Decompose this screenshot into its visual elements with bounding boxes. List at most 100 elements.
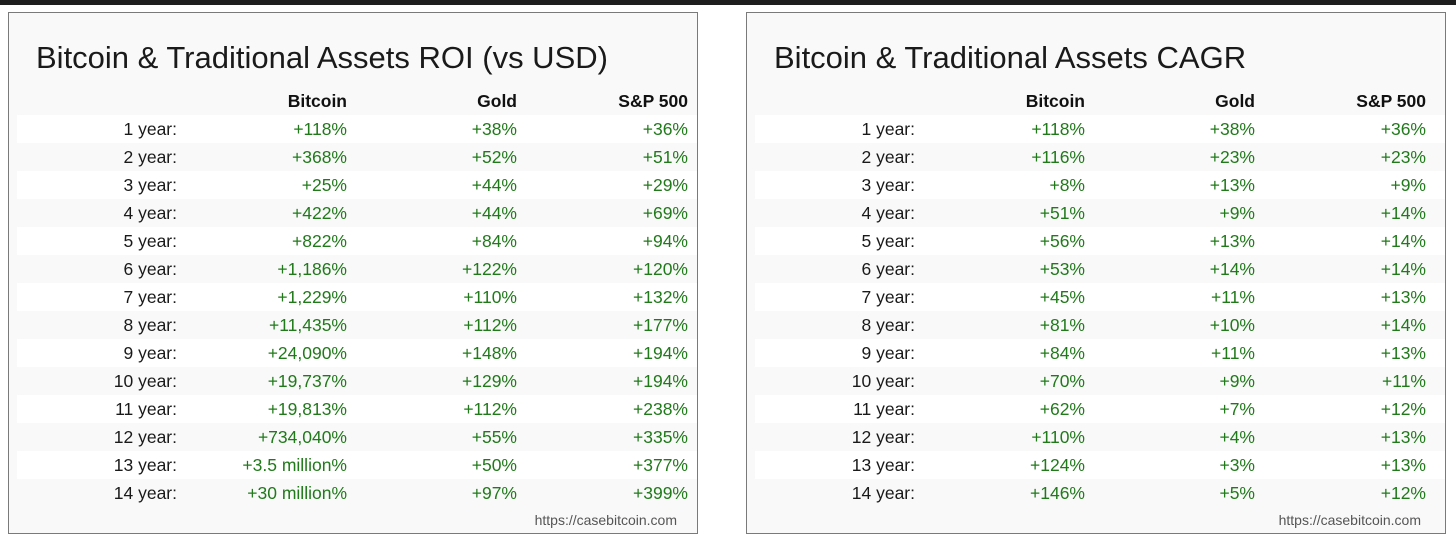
period-label: 13 year: <box>113 455 177 475</box>
table-row: 10 year: +19,737% +129% +194% <box>17 367 697 395</box>
table-row: 2 year: +116% +23% +23% <box>755 143 1445 171</box>
gold-value: +9% <box>1219 371 1255 391</box>
period-label: 8 year: <box>861 315 916 335</box>
bitcoin-value: +110% <box>1031 427 1085 447</box>
table-row: 8 year: +81% +10% +14% <box>755 311 1445 339</box>
table-row: 13 year: +3.5 million% +50% +377% <box>17 451 697 479</box>
cagr-table: Bitcoin Gold S&P 500 1 year: +118% +38% +36% 2 … <box>755 87 1445 507</box>
table-row: 3 year: +25% +44% +29% <box>17 171 697 199</box>
gold-value: +112% <box>463 315 517 335</box>
period-label: 12 year: <box>113 427 177 447</box>
sp500-value: +194% <box>633 343 688 363</box>
table-row: 2 year: +368% +52% +51% <box>17 143 697 171</box>
bitcoin-value: +45% <box>1039 287 1085 307</box>
period-label: 3 year: <box>861 175 916 195</box>
sp500-value: +238% <box>633 399 688 419</box>
sp500-value: +120% <box>633 259 688 279</box>
period-label: 2 year: <box>861 147 916 167</box>
sp500-value: +335% <box>633 427 688 447</box>
gold-value: +38% <box>1209 119 1255 139</box>
sp500-value: +9% <box>1390 175 1426 195</box>
bitcoin-value: +53% <box>1039 259 1085 279</box>
sp500-value: +132% <box>633 287 688 307</box>
roi-table-title: Bitcoin & Traditional Assets ROI (vs USD… <box>36 40 608 75</box>
period-label: 12 year: <box>851 427 915 447</box>
sp500-value: +23% <box>1380 147 1426 167</box>
table-header-row: Bitcoin Gold S&P 500 <box>17 87 697 115</box>
period-label: 10 year: <box>113 371 177 391</box>
gold-value: +5% <box>1219 483 1255 503</box>
sp500-value: +11% <box>1382 371 1426 391</box>
sp500-value: +12% <box>1380 399 1426 419</box>
gold-value: +148% <box>462 343 517 363</box>
top-bar <box>0 0 1456 5</box>
bitcoin-value: +822% <box>292 231 347 251</box>
bitcoin-header: Bitcoin <box>287 91 347 111</box>
period-label: 5 year: <box>123 231 178 251</box>
table-body: 1 year: +118% +38% +36% 2 year: +368% +52% +51%… <box>17 115 697 507</box>
bitcoin-value: +19,813% <box>267 399 347 419</box>
gold-value: +13% <box>1209 175 1255 195</box>
sp500-value: +51% <box>642 147 688 167</box>
period-label: 13 year: <box>851 455 915 475</box>
gold-value: +11% <box>1211 343 1255 363</box>
period-label: 11 year: <box>853 399 915 419</box>
bitcoin-value: +734,040% <box>257 427 347 447</box>
bitcoin-value: +8% <box>1049 175 1085 195</box>
table-row: 5 year: +56% +13% +14% <box>755 227 1445 255</box>
bitcoin-value: +1,229% <box>277 287 347 307</box>
gold-value: +55% <box>471 427 517 447</box>
gold-value: +11% <box>1211 287 1255 307</box>
cagr-source-text: https://casebitcoin.com <box>1278 512 1421 528</box>
period-label: 5 year: <box>861 231 916 251</box>
table-row: 4 year: +422% +44% +69% <box>17 199 697 227</box>
period-label: 1 year: <box>861 119 916 139</box>
roi-table-panel: Bitcoin & Traditional Assets ROI (vs USD… <box>8 12 698 534</box>
sp500-value: +36% <box>1380 119 1426 139</box>
gold-header: Gold <box>1215 91 1255 111</box>
roi-source-text: https://casebitcoin.com <box>534 512 677 528</box>
gold-value: +50% <box>471 455 517 475</box>
period-label: 7 year: <box>861 287 916 307</box>
gold-value: +4% <box>1219 427 1255 447</box>
table-row: 7 year: +1,229% +110% +132% <box>17 283 697 311</box>
table-body: 1 year: +118% +38% +36% 2 year: +116% +23% +23%… <box>755 115 1445 507</box>
bitcoin-value: +422% <box>292 203 347 223</box>
gold-value: +44% <box>471 175 517 195</box>
bitcoin-value: +1,186% <box>277 259 347 279</box>
gold-value: +122% <box>462 259 517 279</box>
table-row: 7 year: +45% +11% +13% <box>755 283 1445 311</box>
table-header-row: Bitcoin Gold S&P 500 <box>755 87 1445 115</box>
bitcoin-value: +118% <box>293 119 347 139</box>
sp500-value: +13% <box>1380 455 1426 475</box>
table-row: 4 year: +51% +9% +14% <box>755 199 1445 227</box>
gold-value: +52% <box>471 147 517 167</box>
bitcoin-value: +124% <box>1030 455 1085 475</box>
roi-table: Bitcoin Gold S&P 500 1 year: +118% +38% +36% 2 … <box>17 87 697 507</box>
table-row: 11 year: +19,813% +112% +238% <box>17 395 697 423</box>
bitcoin-value: +30 million% <box>247 483 347 503</box>
bitcoin-value: +51% <box>1039 203 1085 223</box>
table-row: 12 year: +734,040% +55% +335% <box>17 423 697 451</box>
sp500-value: +14% <box>1380 315 1426 335</box>
period-label: 6 year: <box>861 259 916 279</box>
table-row: 5 year: +822% +84% +94% <box>17 227 697 255</box>
bitcoin-value: +116% <box>1031 147 1085 167</box>
gold-value: +9% <box>1219 203 1255 223</box>
period-label: 4 year: <box>123 203 178 223</box>
sp500-value: +36% <box>642 119 688 139</box>
period-label: 6 year: <box>123 259 178 279</box>
table-row: 13 year: +124% +3% +13% <box>755 451 1445 479</box>
sp500-value: +177% <box>633 315 688 335</box>
period-label: 7 year: <box>123 287 178 307</box>
bitcoin-value: +25% <box>301 175 347 195</box>
table-row: 8 year: +11,435% +112% +177% <box>17 311 697 339</box>
table-row: 6 year: +53% +14% +14% <box>755 255 1445 283</box>
cagr-table-panel: Bitcoin & Traditional Assets CAGR Bitcoi… <box>746 12 1446 534</box>
period-label: 9 year: <box>123 343 178 363</box>
table-row: 9 year: +84% +11% +13% <box>755 339 1445 367</box>
table-row: 6 year: +1,186% +122% +120% <box>17 255 697 283</box>
bitcoin-value: +56% <box>1039 231 1085 251</box>
sp500-value: +399% <box>633 483 688 503</box>
gold-value: +44% <box>471 203 517 223</box>
